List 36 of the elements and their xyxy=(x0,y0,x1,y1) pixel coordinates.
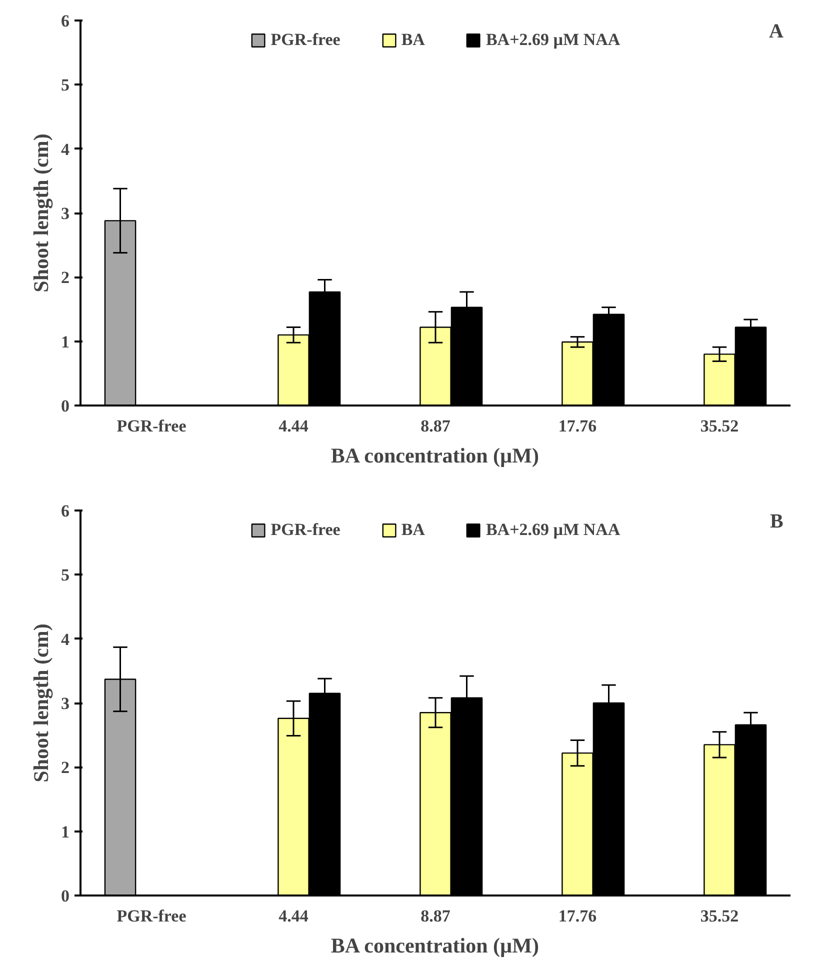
x-tick-label: 17.76 xyxy=(558,416,597,436)
y-tick-label: 2 xyxy=(61,268,70,288)
legend-label: PGR-free xyxy=(270,30,340,50)
y-tick-label: 5 xyxy=(61,566,70,585)
y-tick-label: 5 xyxy=(61,76,70,95)
y-axis-title: Shoot length (cm) xyxy=(29,134,53,292)
x-tick-label: 17.76 xyxy=(558,906,597,926)
annotation: A xyxy=(768,20,784,42)
y-tick-label: 6 xyxy=(61,502,70,520)
x-tick-label: 8.87 xyxy=(420,416,451,436)
y-axis-title: Shoot length (cm) xyxy=(29,624,53,782)
y-tick-label: 0 xyxy=(61,396,70,416)
y-tick-label: 3 xyxy=(61,694,70,713)
x-axis-title: BA concentration (µM) xyxy=(330,934,539,958)
y-tick-label: 1 xyxy=(61,332,70,352)
annotation: B xyxy=(770,510,784,532)
x-tick-label: 35.52 xyxy=(700,416,739,436)
legend-label: BA+2.69 µM NAA xyxy=(486,30,620,50)
y-tick-label: 4 xyxy=(61,140,70,159)
legend-label: PGR-free xyxy=(270,520,340,540)
legend-label: BA xyxy=(401,520,425,540)
y-tick-label: 4 xyxy=(61,630,70,649)
legend-label: BA xyxy=(401,30,425,50)
y-tick-label: 1 xyxy=(61,822,70,842)
y-tick-label: 0 xyxy=(61,886,70,906)
x-tick-label: 4.44 xyxy=(278,906,309,926)
y-tick-label: 6 xyxy=(61,12,70,30)
x-tick-label: 4.44 xyxy=(278,416,309,436)
x-tick-label: PGR-free xyxy=(116,906,187,926)
x-axis-title: BA concentration (µM) xyxy=(330,444,539,468)
x-tick-label: 35.52 xyxy=(700,906,739,926)
y-tick-label: 2 xyxy=(61,758,70,778)
legend-label: BA+2.69 µM NAA xyxy=(486,520,620,540)
y-tick-label: 3 xyxy=(61,204,70,223)
x-tick-label: PGR-free xyxy=(116,416,187,436)
x-tick-label: 8.87 xyxy=(420,906,451,926)
